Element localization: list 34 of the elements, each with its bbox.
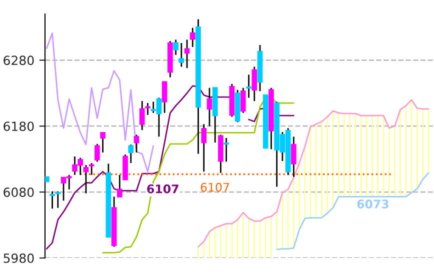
line-series bbox=[276, 172, 430, 250]
candlestick bbox=[116, 174, 122, 198]
candlestick bbox=[145, 102, 150, 116]
line-series bbox=[46, 32, 154, 172]
line-series bbox=[198, 99, 430, 248]
annotation: 6073 bbox=[357, 200, 388, 208]
candlestick bbox=[50, 190, 55, 210]
candlestick bbox=[139, 100, 145, 131]
y-tick-label: 6180 bbox=[4, 122, 34, 132]
candlestick bbox=[88, 162, 94, 176]
candlestick bbox=[178, 42, 184, 68]
candlestick bbox=[83, 164, 89, 194]
candlestick bbox=[224, 137, 229, 162]
candlestick bbox=[122, 154, 128, 180]
candlestick bbox=[184, 39, 190, 69]
y-tick-label: 5980 bbox=[4, 253, 34, 263]
candlestick bbox=[94, 143, 100, 162]
candlestick bbox=[252, 66, 258, 102]
candlestick bbox=[100, 132, 106, 154]
candlestick bbox=[162, 81, 168, 114]
candlestick bbox=[173, 39, 178, 56]
candlestick bbox=[240, 87, 246, 114]
candlestick bbox=[201, 123, 207, 172]
candlestick bbox=[246, 74, 252, 98]
candlestick bbox=[206, 87, 212, 127]
y-tick-label: 6280 bbox=[4, 56, 34, 66]
candlestick bbox=[134, 134, 140, 154]
candlestick bbox=[190, 27, 196, 48]
candlestick bbox=[128, 144, 134, 164]
candlestick bbox=[55, 190, 61, 209]
annotation: 6107 bbox=[147, 184, 178, 194]
ref-line-label: 6107 bbox=[200, 182, 230, 192]
y-tick-label: 6080 bbox=[4, 188, 34, 197]
candlestick bbox=[291, 136, 296, 178]
